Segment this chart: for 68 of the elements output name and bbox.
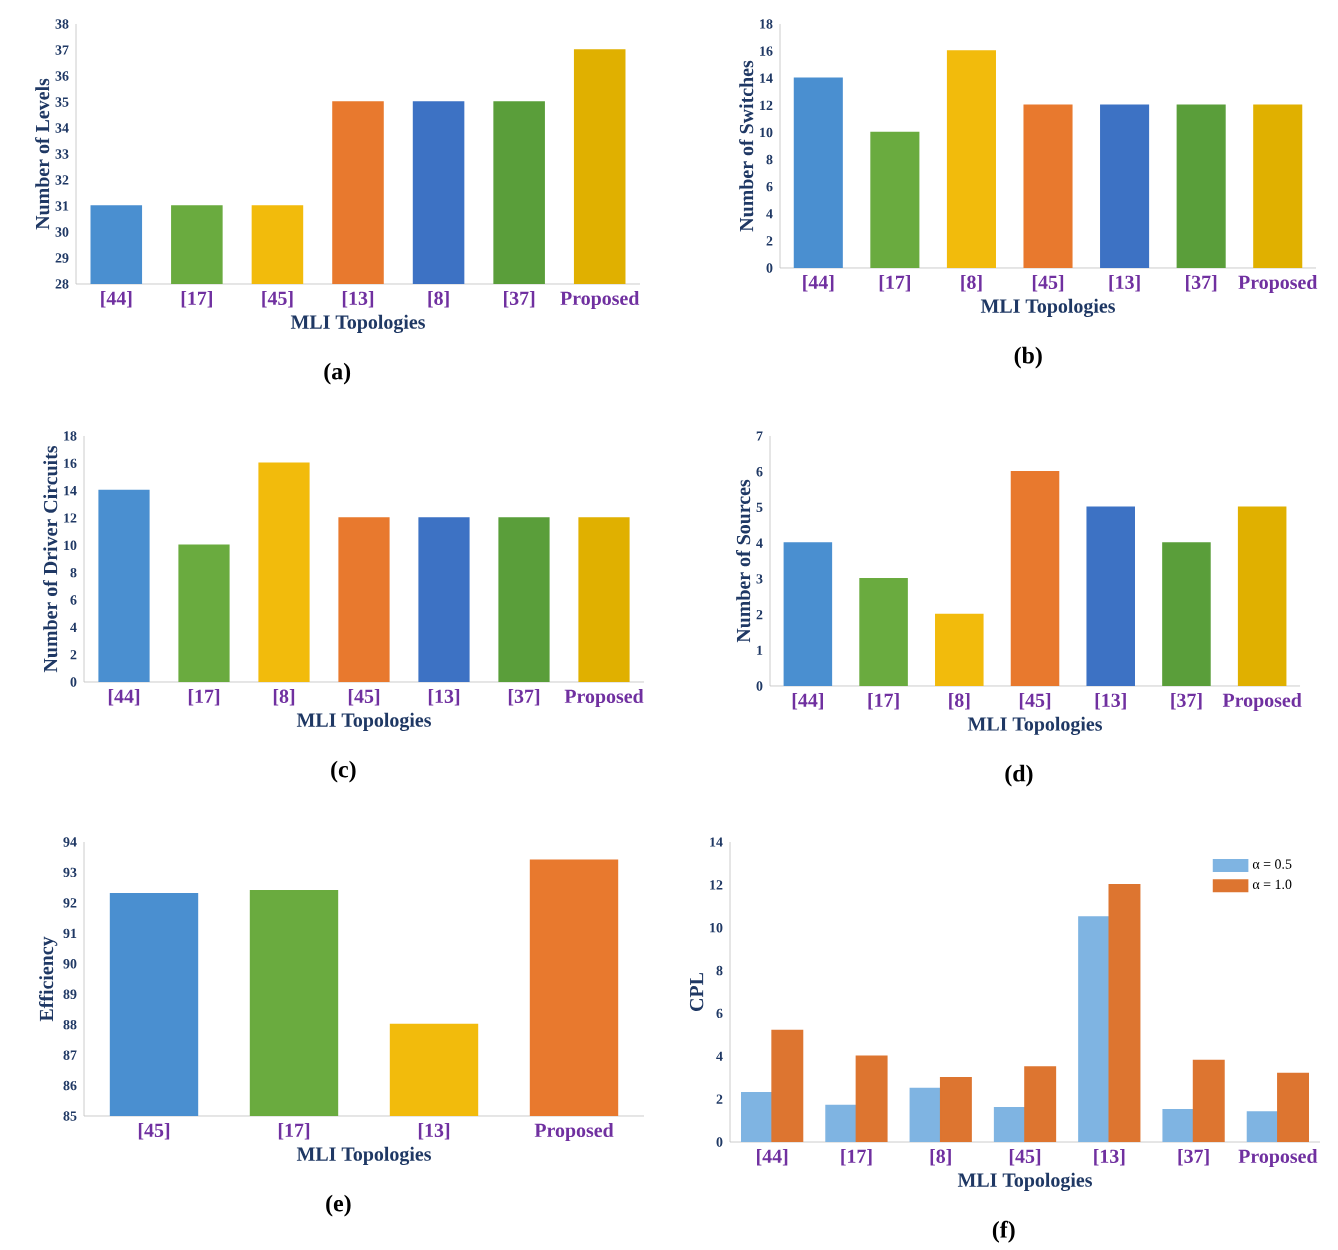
- x-tick-label: [8]: [949, 693, 970, 710]
- text: (b): [1014, 346, 1042, 369]
- bar: [946, 50, 996, 268]
- x-axis-title: MLI Topologies: [967, 716, 1103, 736]
- x-tick-label: [8]: [961, 275, 982, 292]
- x-tick-label: [44]: [101, 291, 132, 308]
- x-tick-label: [17]: [188, 689, 220, 706]
- text: (d): [1005, 764, 1033, 787]
- x-axis-title: MLI Topologies: [296, 712, 431, 732]
- x-tick-label: [8]: [428, 291, 449, 308]
- bar: [1086, 506, 1135, 686]
- x-tick-label: Proposed: [1222, 693, 1302, 712]
- x-tick-label: [37]: [1186, 275, 1217, 292]
- text: (c): [331, 760, 356, 783]
- y-axis-title: CPL: [689, 972, 704, 1011]
- x-axis-title: MLI Topologies: [957, 1172, 1092, 1192]
- bar: [1010, 470, 1060, 686]
- y-axis-title: Number of Sources: [736, 479, 751, 643]
- y-axis-title: Number of Levels: [35, 78, 50, 230]
- y-axis-title: Number of Driver Circuits: [43, 445, 58, 673]
- x-tick-label: [13]: [1094, 1149, 1125, 1166]
- x-tick-label: [37]: [508, 689, 540, 706]
- bar: [418, 517, 470, 682]
- text: (e): [326, 1194, 351, 1217]
- x-tick-label: [44]: [757, 1149, 788, 1166]
- x-tick-label: [44]: [108, 689, 140, 706]
- bar: [338, 517, 390, 682]
- x-tick-label: Proposed: [564, 689, 644, 708]
- bar: [178, 544, 230, 682]
- x-tick-label: [45]: [1032, 275, 1064, 292]
- x-tick-label: [13]: [428, 689, 460, 706]
- bar: [1176, 104, 1226, 268]
- x-tick-label: [45]: [138, 1123, 170, 1140]
- x-tick-label: [13]: [1095, 693, 1126, 710]
- x-axis-title: MLI Topologies: [296, 1146, 431, 1166]
- x-tick-label: [17]: [868, 693, 899, 710]
- x-tick-label: [8]: [930, 1149, 951, 1166]
- bar: [498, 517, 550, 682]
- bar: [578, 517, 630, 682]
- x-tick-label: [17]: [841, 1149, 872, 1166]
- x-tick-label: Proposed: [1238, 275, 1318, 294]
- x-tick-label: [17]: [879, 275, 910, 292]
- y-axis-title: Efficiency: [38, 936, 58, 1022]
- x-tick-label: [37]: [1178, 1149, 1209, 1166]
- x-tick-label: [17]: [278, 1123, 310, 1140]
- x-tick-label: [8]: [273, 689, 295, 706]
- x-tick-label: [37]: [504, 291, 535, 308]
- bar: [1100, 104, 1150, 268]
- x-tick-label: Proposed: [560, 291, 640, 310]
- x-axis-title: MLI Topologies: [290, 314, 425, 334]
- x-tick-label: [45]: [1009, 1149, 1041, 1166]
- x-tick-label: Proposed: [534, 1123, 614, 1142]
- text: (a): [324, 362, 351, 385]
- x-tick-label: [44]: [792, 693, 823, 710]
- bar: [258, 462, 310, 682]
- x-tick-label: [45]: [348, 689, 380, 706]
- text: (f): [992, 1220, 1015, 1243]
- x-tick-label: [13]: [418, 1123, 450, 1140]
- x-tick-label: Proposed: [1238, 1149, 1318, 1168]
- y-axis-title: Number of Switches: [739, 60, 754, 232]
- x-tick-label: [13]: [1109, 275, 1140, 292]
- x-tick-label: [45]: [262, 291, 293, 308]
- x-tick-label: [13]: [342, 291, 374, 308]
- x-axis-title: MLI Topologies: [980, 298, 1116, 318]
- x-tick-label: [17]: [181, 291, 212, 308]
- x-tick-label: [45]: [1019, 693, 1051, 710]
- x-tick-label: [44]: [803, 275, 834, 292]
- x-tick-label: [37]: [1171, 693, 1202, 710]
